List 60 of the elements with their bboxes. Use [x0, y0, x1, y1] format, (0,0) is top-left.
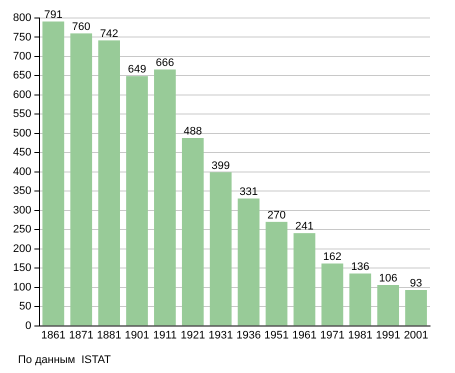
x-tick-label: 1881	[96, 329, 122, 342]
y-tick-label: 700	[12, 50, 32, 63]
x-tick-label: 1991	[376, 329, 400, 342]
bar	[238, 198, 260, 326]
data-label: 136	[351, 261, 370, 274]
data-label: 241	[295, 220, 314, 233]
y-tick-label: 0	[25, 320, 32, 332]
x-tick-label: 1921	[180, 329, 206, 342]
y-tick-label: 50	[19, 300, 32, 313]
x-tick-label: 1981	[348, 329, 372, 342]
y-tick-label: 450	[12, 146, 32, 159]
bar	[126, 76, 148, 326]
y-tick-label: 350	[12, 185, 32, 198]
x-tick-label: 1901	[124, 329, 150, 342]
data-label: 270	[267, 209, 286, 222]
x-tick-label: 1936	[236, 329, 261, 342]
y-tick-label: 600	[12, 88, 32, 101]
bar	[210, 172, 232, 326]
y-tick-label: 650	[12, 70, 32, 82]
data-label: 399	[212, 160, 230, 172]
data-label: 649	[128, 64, 146, 76]
y-tick-label: 200	[12, 242, 32, 255]
y-tick-label: 400	[12, 166, 32, 178]
x-tick-label: 2001	[404, 329, 428, 342]
data-label: 331	[239, 186, 258, 198]
y-tick-label: 100	[12, 281, 32, 294]
text: По данным ISTAT	[18, 354, 111, 366]
bar	[182, 138, 204, 326]
bar	[377, 285, 400, 326]
bar	[405, 290, 427, 326]
x-tick-label: 1911	[153, 329, 177, 342]
y-tick-label: 150	[12, 262, 32, 274]
data-label: 488	[184, 126, 202, 138]
y-tick-label: 300	[12, 204, 32, 216]
y-tick-label: 750	[12, 31, 32, 44]
bar	[98, 40, 120, 326]
x-tick-label: 1961	[292, 329, 317, 342]
data-label: 93	[410, 278, 422, 290]
x-tick-label: 1971	[320, 329, 345, 342]
x-tick-label: 1861	[41, 329, 66, 342]
y-tick-label: 500	[12, 127, 32, 140]
bar	[154, 70, 176, 326]
y-tick-label: 800	[12, 12, 32, 24]
bar	[70, 33, 92, 326]
data-label: 791	[44, 8, 62, 21]
bar	[42, 21, 64, 326]
x-tick-label: 1931	[208, 329, 233, 342]
y-tick-label: 550	[12, 108, 32, 120]
bar	[294, 233, 316, 326]
bar	[321, 263, 344, 326]
data-label: 742	[100, 28, 118, 40]
data-label: 106	[378, 272, 398, 285]
data-label: 760	[72, 20, 90, 33]
bar	[266, 222, 288, 326]
x-tick-label: 1951	[264, 329, 289, 342]
y-tick-label: 250	[12, 224, 32, 236]
data-label: 666	[156, 57, 174, 70]
x-tick-label: 1871	[68, 329, 94, 342]
data-label: 162	[323, 251, 342, 263]
bar	[349, 273, 372, 326]
